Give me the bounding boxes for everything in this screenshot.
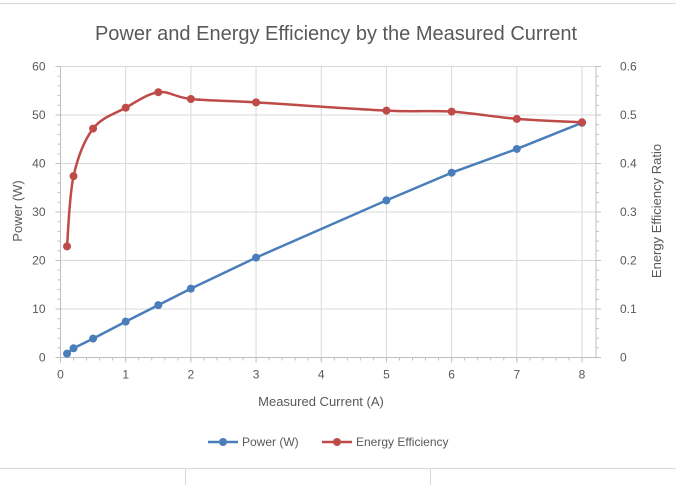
energy-efficiency-point [154, 88, 163, 97]
energy-efficiency-point [63, 242, 72, 251]
energy-efficiency-point [69, 172, 78, 181]
energy-efficiency-point [121, 103, 130, 112]
power-point [89, 334, 98, 343]
power-point [121, 317, 130, 326]
energy-efficiency-point [252, 98, 261, 107]
x-tick-label: 4 [318, 368, 325, 382]
legend: Power (W) Energy Efficiency [208, 435, 449, 449]
x-tick-label: 8 [579, 368, 586, 382]
y-tick-label: 20 [32, 254, 46, 268]
y-axis-label: Power (W) [10, 180, 25, 241]
y2-tick-label: 0.1 [620, 302, 637, 316]
power-point [382, 196, 391, 205]
x-tick-label: 1 [122, 368, 129, 382]
svg-text:Power (W): Power (W) [242, 435, 299, 449]
x-tick-label: 3 [253, 368, 260, 382]
y-tick-label: 60 [32, 60, 46, 74]
power-point [447, 168, 456, 177]
x-tick-label: 5 [383, 368, 390, 382]
y2-tick-label: 0.6 [620, 60, 637, 74]
legend-item-energy-efficiency: Energy Efficiency [322, 435, 449, 449]
svg-text:Energy Efficiency: Energy Efficiency [356, 435, 449, 449]
energy-efficiency-point [512, 114, 521, 123]
y-tick-label: 30 [32, 205, 46, 219]
power-line [66, 121, 583, 355]
energy-efficiency-point [447, 107, 456, 116]
y-tick-label: 40 [32, 157, 46, 171]
y2-tick-label: 0.4 [620, 157, 637, 171]
y-tick-label: 0 [39, 351, 46, 365]
y2-tick-label: 0.3 [620, 205, 637, 219]
energy-efficiency-point [578, 118, 586, 127]
power-point [69, 344, 78, 353]
power-point [63, 349, 72, 358]
power-point [512, 144, 521, 153]
power-point [154, 301, 163, 310]
series-layer [63, 88, 586, 358]
energy-efficiency-point [89, 124, 98, 133]
chart-title: Power and Energy Efficiency by the Measu… [95, 23, 578, 45]
energy-efficiency-point [382, 106, 391, 115]
y2-axis-label: Energy Efficiency Ratio [649, 144, 664, 278]
y2-tick-label: 0.2 [620, 254, 637, 268]
power-point [186, 284, 195, 293]
energy-efficiency-point [186, 94, 195, 103]
x-axis-label: Measured Current (A) [258, 394, 384, 409]
axes: 0 1 2 3 4 5 6 7 80 010 0.120 0.230 0.340 0.450 0.560 0.… [32, 60, 637, 382]
x-tick-label: 2 [188, 368, 195, 382]
power-point [252, 253, 261, 262]
x-tick-label: 6 [448, 368, 455, 382]
x-tick-label: 7 [513, 368, 520, 382]
legend-item-power: Power (W) [208, 435, 299, 449]
x-tick-label: 0 [57, 368, 64, 382]
y2-tick-label: 0.5 [620, 108, 637, 122]
y-tick-label: 10 [32, 302, 46, 316]
y-tick-label: 50 [32, 108, 46, 122]
sheet-gridlines [0, 3, 676, 485]
energy-efficiency-line [65, 90, 583, 247]
y2-tick-label: 0 [620, 351, 627, 365]
